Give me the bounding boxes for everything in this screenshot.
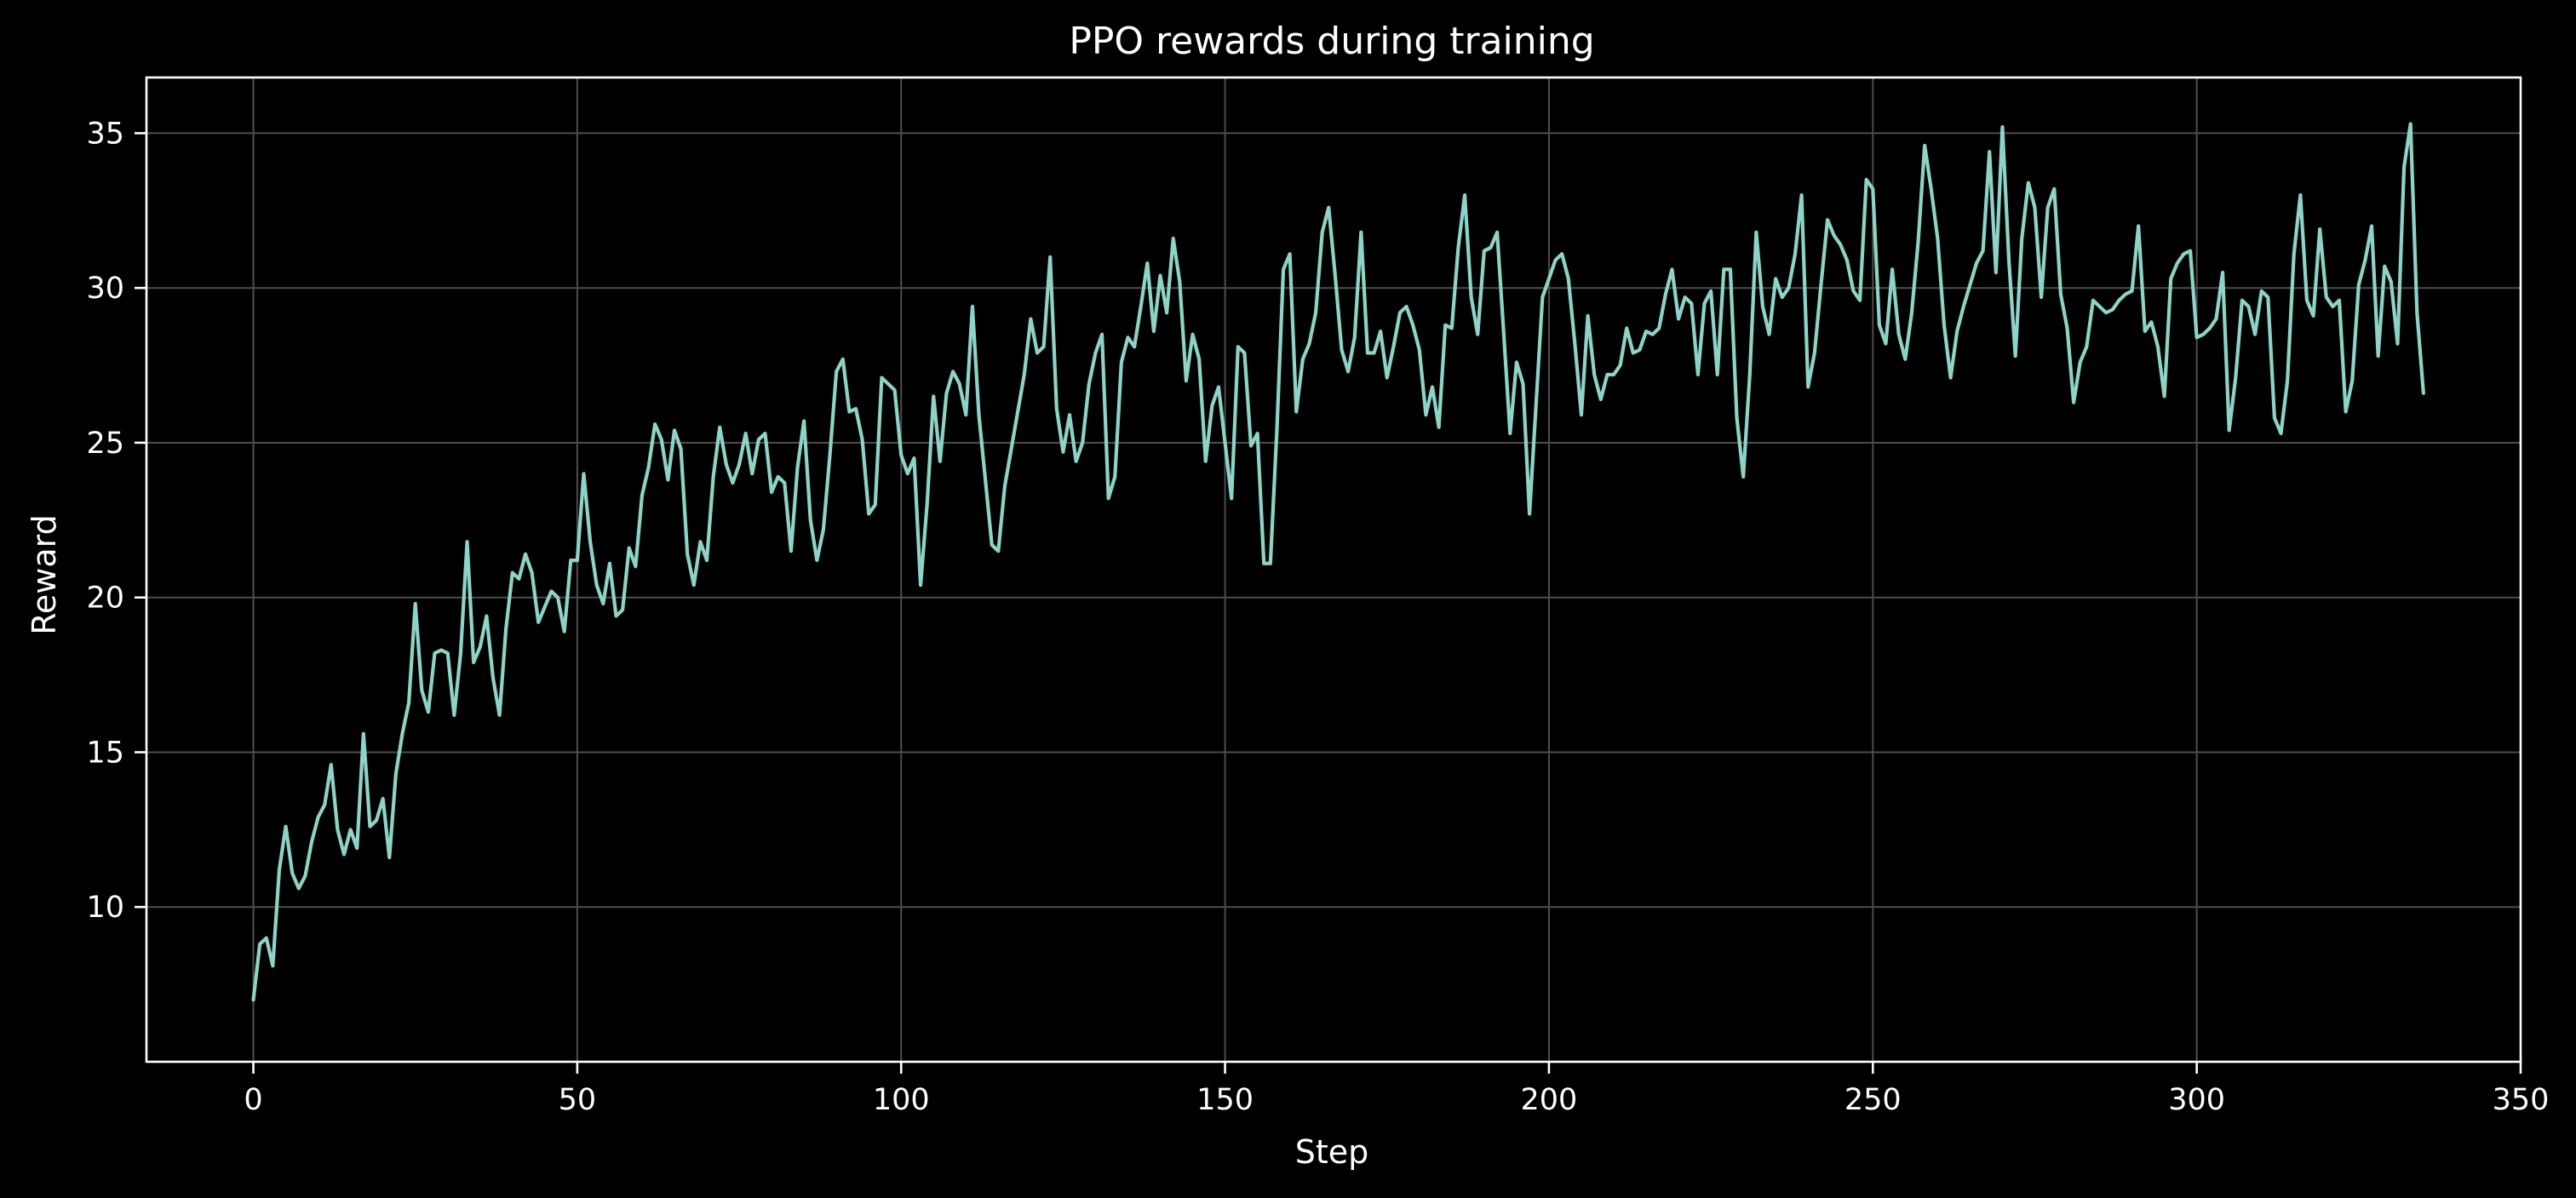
x-tick-label: 150: [1196, 1083, 1254, 1117]
y-tick-label: 25: [86, 427, 124, 461]
x-tick-label: 350: [2493, 1083, 2550, 1117]
y-tick-label: 10: [86, 891, 124, 925]
x-tick-label: 50: [559, 1083, 597, 1117]
grid: [146, 77, 2521, 1062]
axis-ticks: 0 50 100 150 200 250 300 350 10 15 20 25 30 35: [86, 117, 2549, 1117]
chart-title: PPO rewards during training: [1069, 20, 1594, 63]
y-tick-label: 30: [86, 272, 124, 306]
x-tick-label: 0: [244, 1083, 262, 1117]
x-tick-label: 200: [1521, 1083, 1578, 1117]
y-tick-label: 20: [86, 582, 124, 616]
plot-area-frame: [145, 76, 2522, 1063]
reward-series-line: [251, 122, 2425, 1002]
x-tick-label: 300: [2168, 1083, 2225, 1117]
y-axis-label: Reward: [26, 514, 63, 635]
x-tick-label: 100: [873, 1083, 930, 1117]
y-tick-label: 35: [86, 117, 124, 151]
y-tick-label: 15: [86, 736, 124, 770]
x-axis-label: Step: [1295, 1133, 1369, 1171]
x-tick-label: 250: [1845, 1083, 1902, 1117]
